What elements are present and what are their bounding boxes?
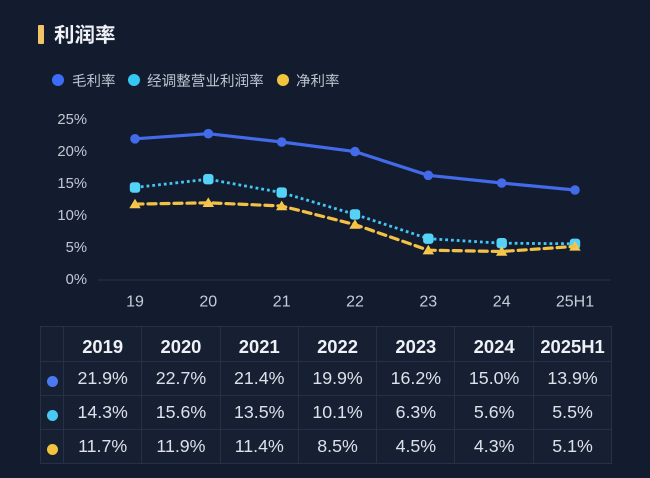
svg-text:5%: 5%	[66, 240, 87, 256]
svg-text:25%: 25%	[57, 112, 87, 128]
svg-text:19: 19	[126, 294, 144, 311]
svg-text:0%: 0%	[66, 272, 87, 288]
svg-text:23: 23	[419, 294, 437, 311]
svg-text:24: 24	[493, 294, 511, 311]
svg-text:21: 21	[273, 294, 291, 311]
svg-text:22: 22	[346, 294, 364, 311]
svg-text:10%: 10%	[57, 208, 87, 224]
svg-text:15%: 15%	[57, 176, 87, 192]
svg-text:25H1: 25H1	[556, 294, 594, 311]
svg-text:20%: 20%	[57, 144, 87, 160]
svg-text:20: 20	[199, 294, 217, 311]
